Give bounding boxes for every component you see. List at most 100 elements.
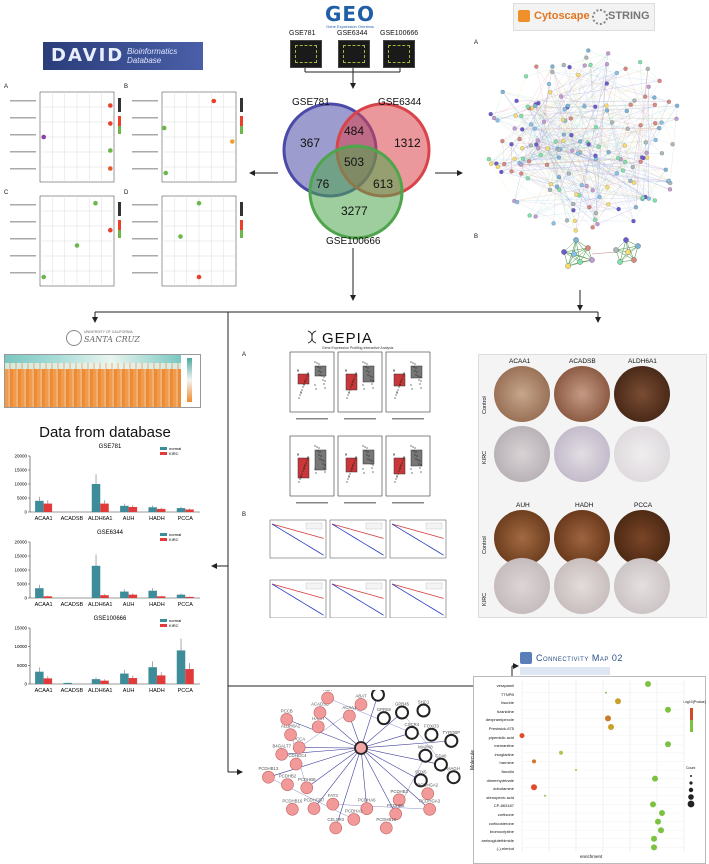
network-edge <box>516 76 527 101</box>
network-edge <box>519 53 609 140</box>
network-edge <box>527 106 596 220</box>
network-edge <box>606 64 613 123</box>
dotplot-legend <box>240 116 243 134</box>
network-node <box>550 64 555 69</box>
network-edge <box>531 75 579 125</box>
boxplot-caption <box>296 418 328 420</box>
bar-kirc <box>128 678 138 684</box>
network-node <box>582 104 587 109</box>
molecule-label: aminoglutethimide <box>481 837 514 843</box>
ihc-row-label: KIRC <box>482 592 488 606</box>
boxplot-point <box>321 459 323 461</box>
ppi-node <box>392 793 406 807</box>
network-edge <box>569 67 669 102</box>
boxplot-point <box>300 476 302 478</box>
dotplot-term-label <box>10 204 36 206</box>
dotplot-point <box>93 200 98 206</box>
network-node <box>659 120 664 125</box>
network-node <box>567 65 572 70</box>
boxplot-point <box>419 467 421 469</box>
ppi-node <box>307 802 321 815</box>
data-from-database-title: Data from database <box>39 424 171 441</box>
dotplot-legend <box>118 202 121 216</box>
network-node <box>560 117 566 123</box>
boxplot-point <box>319 367 321 369</box>
network-node <box>640 195 645 200</box>
molecule-dot <box>658 827 664 834</box>
bar-kirc <box>128 506 138 512</box>
molecule-label: cortisone <box>497 812 514 817</box>
ihc-row-label: Control <box>482 396 488 414</box>
dotplot-legend <box>118 230 121 238</box>
boxplot-point <box>369 459 371 461</box>
network-node <box>514 200 520 205</box>
network-node <box>616 206 621 212</box>
ppi-node-label: CELSR3 <box>327 817 344 822</box>
boxplot-point <box>371 460 373 462</box>
dotplot-legend <box>118 220 121 238</box>
network-node <box>547 90 553 95</box>
molecule-dot <box>645 681 651 687</box>
network-node <box>597 194 602 200</box>
bar-normal <box>148 507 157 512</box>
boxplot-point <box>399 384 401 386</box>
network-edge <box>606 83 635 101</box>
cmap-count-title: Count <box>686 766 696 770</box>
network-edge <box>612 122 637 208</box>
dotplot-term-label <box>10 272 36 274</box>
dotplot-legend <box>240 98 243 112</box>
network-edge <box>587 110 627 143</box>
category-label: ACAA1 <box>35 602 53 608</box>
network-edge <box>563 65 597 159</box>
dotplot-legend <box>118 98 121 112</box>
network-edge <box>493 106 528 119</box>
boxplot-point <box>366 447 368 449</box>
molecule-dot <box>615 698 621 705</box>
boxplot-point <box>319 458 321 460</box>
network-edge <box>527 106 618 174</box>
ppi-edge <box>360 747 368 809</box>
network-edge <box>531 110 627 125</box>
network-edge <box>535 64 608 217</box>
network-edge <box>514 200 619 210</box>
network-edge <box>534 105 572 136</box>
y-tick-label: 20000 <box>14 540 27 545</box>
boxplot-point <box>349 473 351 475</box>
ppi-node <box>416 703 431 718</box>
molecule-dot <box>544 794 546 797</box>
network-edge <box>590 64 598 225</box>
boxplot-point <box>307 373 309 375</box>
boxplot-point <box>345 453 347 455</box>
network-edge <box>550 152 647 185</box>
ppi-node <box>354 698 368 711</box>
ppi-edge <box>360 712 403 749</box>
boxplot-point <box>318 447 320 449</box>
network-node <box>548 182 553 187</box>
boxplot-point <box>324 380 326 382</box>
expression-heatmap <box>4 354 201 408</box>
network-node <box>546 81 552 87</box>
network-edge <box>522 104 655 159</box>
network-edge <box>497 120 573 151</box>
ucsc-seal-icon <box>66 330 82 346</box>
boxplot-point <box>403 456 405 458</box>
boxplot-point <box>306 459 308 461</box>
boxplot-point <box>402 375 404 377</box>
boxplot-point <box>400 465 402 467</box>
network-node <box>605 185 610 190</box>
network-node <box>527 159 532 164</box>
dataset-label-3: GSE100666 <box>380 30 419 37</box>
network-edge <box>573 161 626 211</box>
km-curve-high <box>271 523 324 539</box>
ppi-node-label: PCCA <box>293 737 305 742</box>
network-node <box>512 156 517 161</box>
network-node <box>557 187 562 192</box>
network-node <box>653 137 658 143</box>
network-node <box>595 222 600 227</box>
network-edge <box>608 198 643 205</box>
network-node <box>500 89 505 94</box>
network-node <box>604 108 610 113</box>
boxplot-point <box>362 361 364 363</box>
dotplot-point <box>41 274 46 280</box>
network-edge <box>550 64 608 93</box>
